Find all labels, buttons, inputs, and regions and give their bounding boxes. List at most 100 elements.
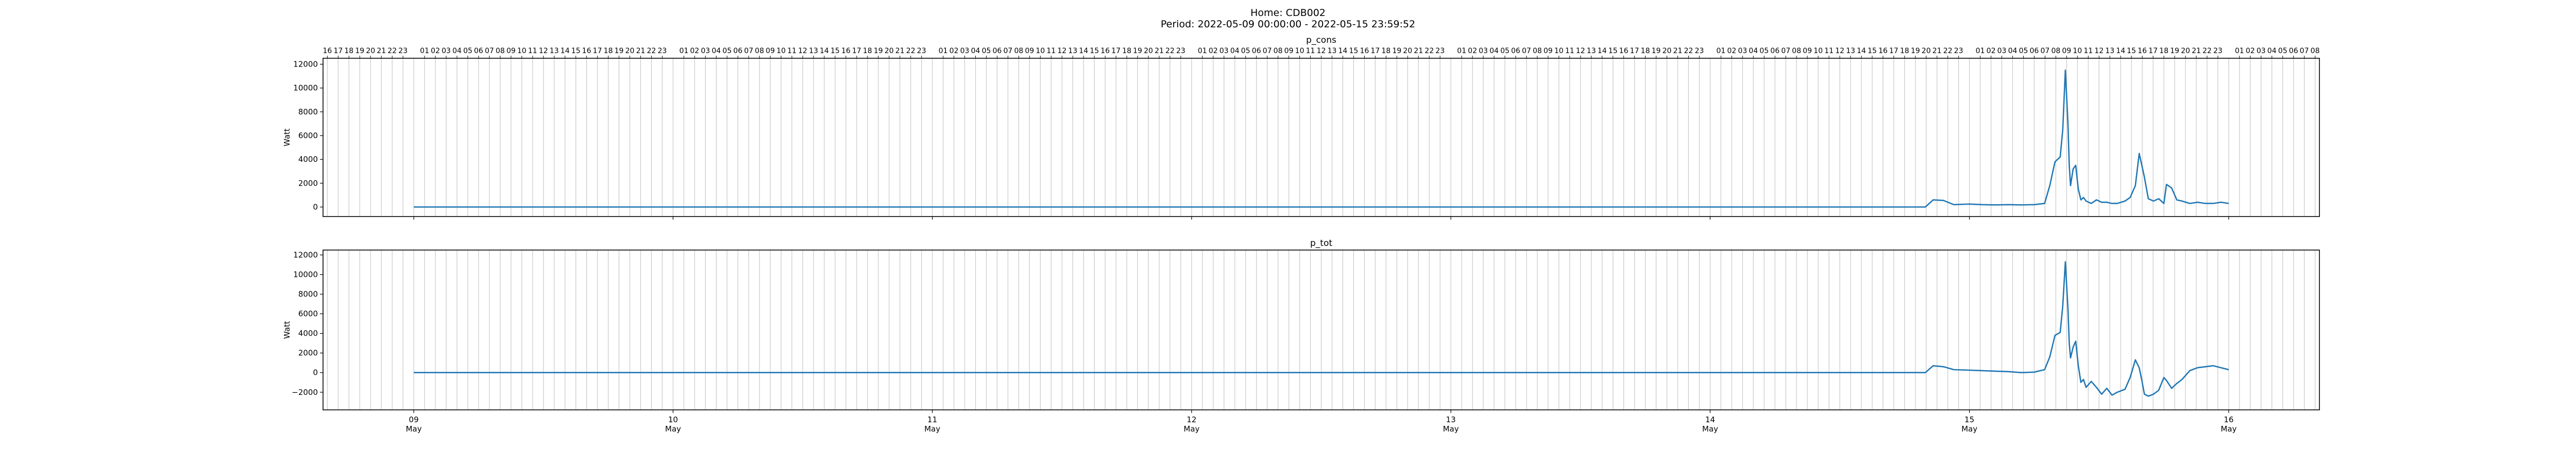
x-tick-label: 15 — [1964, 415, 1974, 424]
top-hour-label: 12 — [1317, 47, 1326, 55]
top-hour-label: 21 — [1414, 47, 1423, 55]
top-hour-label: 01 — [1198, 47, 1207, 55]
top-hour-label: 14 — [820, 47, 829, 55]
top-hour-label: 22 — [1425, 47, 1434, 55]
top-hour-label: 03 — [701, 47, 710, 55]
chart-panel-p-tot: −2000 0 2000 4000 6000 8000 10000 12000 Watt p_to… — [282, 238, 2320, 434]
top-hour-label: 13 — [1068, 47, 1077, 55]
y-tick-label: 4000 — [298, 329, 318, 338]
hour-gridlines — [327, 58, 2316, 217]
top-hour-label: 02 — [950, 47, 959, 55]
top-hour-label: 01 — [1976, 47, 1985, 55]
axes-frame — [323, 58, 2320, 217]
top-hour-label: 23 — [2213, 47, 2223, 55]
y-tick-label: 6000 — [298, 131, 318, 140]
top-hour-label: 17 — [1370, 47, 1380, 55]
series-line-p-tot — [414, 261, 2229, 397]
y-tick-label: 4000 — [298, 155, 318, 164]
top-hour-label: 09 — [1284, 47, 1294, 55]
top-hour-label: 08 — [1533, 47, 1542, 55]
top-hour-label: 12 — [798, 47, 807, 55]
top-hour-label: 21 — [2192, 47, 2201, 55]
top-hour-label: 08 — [2311, 47, 2320, 55]
top-hour-label: 09 — [1025, 47, 1034, 55]
top-hour-label: 16 — [582, 47, 591, 55]
y-tick-label: 2000 — [298, 178, 318, 188]
top-hour-label: 23 — [1435, 47, 1445, 55]
top-hour-label: 11 — [1824, 47, 1834, 55]
top-hour-label: 21 — [1673, 47, 1683, 55]
y-tick-label: 10000 — [293, 84, 318, 93]
x-tick-label: 10 — [668, 415, 678, 424]
x-tick-label: May — [1702, 424, 1718, 434]
x-tick-label: 16 — [2224, 415, 2233, 424]
top-hour-label: 10 — [1814, 47, 1823, 55]
top-hour-label: 20 — [1663, 47, 1672, 55]
top-hour-label: 21 — [1155, 47, 1164, 55]
top-hour-label: 08 — [755, 47, 764, 55]
top-hour-label: 22 — [906, 47, 916, 55]
top-hour-label: 08 — [1274, 47, 1283, 55]
x-tick-label: May — [665, 424, 681, 434]
top-hour-label: 19 — [615, 47, 624, 55]
top-hour-label: 17 — [1111, 47, 1121, 55]
y-axis: 0 2000 4000 6000 8000 10000 12000 — [293, 60, 323, 212]
top-hour-label: 10 — [1554, 47, 1564, 55]
top-hour-label: 21 — [895, 47, 905, 55]
top-hour-label: 17 — [593, 47, 602, 55]
top-hour-label: 21 — [636, 47, 646, 55]
top-hour-label: 22 — [1943, 47, 1953, 55]
top-hour-label: 20 — [1403, 47, 1412, 55]
top-hour-label: 08 — [1792, 47, 1801, 55]
top-hour-label: 12 — [1057, 47, 1066, 55]
top-hour-label: 20 — [2181, 47, 2190, 55]
top-hour-label: 05 — [1759, 47, 1769, 55]
top-hour-label: 05 — [722, 47, 732, 55]
top-hour-label: 02 — [1468, 47, 1477, 55]
top-hour-label: 11 — [2083, 47, 2093, 55]
top-hour-label: 05 — [2019, 47, 2028, 55]
top-hour-label: 07 — [1003, 47, 1012, 55]
y-axis: −2000 0 2000 4000 6000 8000 10000 12000 — [292, 251, 323, 397]
top-hour-label: 14 — [1079, 47, 1088, 55]
top-hour-label: 09 — [1803, 47, 1812, 55]
top-hour-label: 07 — [2040, 47, 2049, 55]
top-hour-label: 16 — [323, 47, 332, 55]
x-tick-label: 09 — [409, 415, 419, 424]
top-hour-label: 09 — [506, 47, 516, 55]
top-hour-label: 07 — [2300, 47, 2309, 55]
top-hour-label: 10 — [2073, 47, 2082, 55]
top-hour-label: 21 — [377, 47, 386, 55]
top-hour-label: 04 — [711, 47, 721, 55]
y-tick-label: 12000 — [293, 251, 318, 260]
top-hour-label: 05 — [1500, 47, 1510, 55]
top-hour-label: 07 — [485, 47, 494, 55]
top-hour-label: 18 — [1122, 47, 1131, 55]
top-hour-label: 18 — [2159, 47, 2168, 55]
top-hour-label: 07 — [744, 47, 753, 55]
x-tick-label: May — [924, 424, 940, 434]
top-hour-label: 10 — [1036, 47, 1045, 55]
chart-panel-p-cons: 16 17 18 19 20 21 22 23 01 02 03 04 05 06 07 08 09 10 11 12… — [282, 35, 2320, 220]
top-hour-label: 19 — [2170, 47, 2179, 55]
top-hour-label: 04 — [971, 47, 980, 55]
top-hour-label: 13 — [1846, 47, 1855, 55]
top-hour-label: 06 — [992, 47, 1002, 55]
top-hour-label: 13 — [2105, 47, 2114, 55]
top-hour-label: 20 — [366, 47, 375, 55]
top-hour-label: 20 — [1922, 47, 1931, 55]
top-hour-label: 07 — [1522, 47, 1531, 55]
top-hour-label: 10 — [517, 47, 527, 55]
top-hour-label: 02 — [431, 47, 440, 55]
top-hour-label: 23 — [657, 47, 667, 55]
y-axis-label: Watt — [282, 321, 292, 339]
top-hour-axis: 16 17 18 19 20 21 22 23 01 02 03 04 05 06 07 08 09 10 11 12… — [323, 47, 2320, 58]
top-hour-label: 19 — [1392, 47, 1401, 55]
top-hour-label: 23 — [1694, 47, 1704, 55]
top-hour-label: 04 — [1230, 47, 1240, 55]
top-hour-label: 14 — [1598, 47, 1607, 55]
top-hour-label: 09 — [766, 47, 775, 55]
y-tick-label: 6000 — [298, 309, 318, 319]
